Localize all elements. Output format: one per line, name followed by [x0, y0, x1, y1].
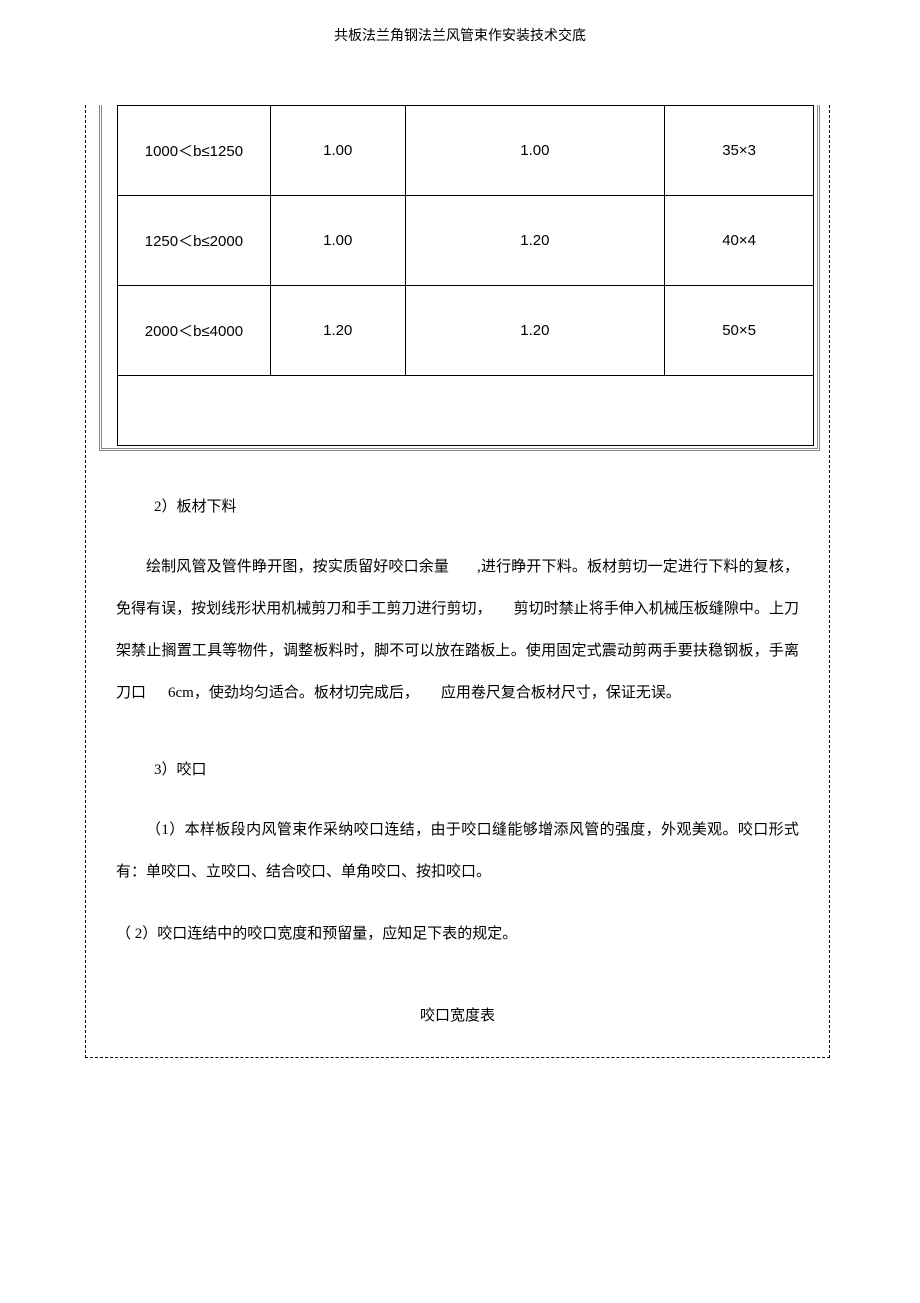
- section-heading: 3）咬口: [106, 749, 809, 791]
- list-item: （ 2）咬口连结中的咬口宽度和预留量，应知足下表的规定。: [106, 913, 809, 955]
- header-title: 共板法兰角钢法兰风管束作安装技术交底: [334, 29, 586, 44]
- table-cell: 1.00: [270, 196, 405, 286]
- table-outer-border: 1000＜b≤1250 1.00 1.00 35×3 1250＜b≤2000 1…: [99, 105, 820, 451]
- table-row: 1250＜b≤2000 1.00 1.20 40×4: [118, 196, 814, 286]
- list-item-text: （ 2）咬口连结中的咬口宽度和预留量，应知足下表的规定。: [116, 926, 517, 942]
- para-text: 绘制风管及管件睁开图，按实质留好咬口余量: [146, 559, 449, 575]
- spec-table: 1000＜b≤1250 1.00 1.00 35×3 1250＜b≤2000 1…: [117, 105, 814, 446]
- table-title-text: 咬口宽度表: [420, 1008, 495, 1024]
- table-cell-empty: [118, 376, 814, 446]
- table-cell: 2000＜b≤4000: [118, 286, 271, 376]
- table-row: 1000＜b≤1250 1.00 1.00 35×3: [118, 106, 814, 196]
- table-cell: 1250＜b≤2000: [118, 196, 271, 286]
- table-row-empty: [118, 376, 814, 446]
- body-text: 2）板材下料 绘制风管及管件睁开图，按实质留好咬口余量,进行睁开下料。板材剪切一…: [106, 486, 809, 1037]
- page-header: 共板法兰角钢法兰风管束作安装技术交底: [0, 0, 920, 105]
- table-cell: 1.00: [405, 106, 665, 196]
- content-frame: 1000＜b≤1250 1.00 1.00 35×3 1250＜b≤2000 1…: [85, 105, 830, 1058]
- table-cell: 1.00: [270, 106, 405, 196]
- table-cell: 1000＜b≤1250: [118, 106, 271, 196]
- table-row: 2000＜b≤4000 1.20 1.20 50×5: [118, 286, 814, 376]
- list-item: （1）本样板段内风管束作采纳咬口连结，由于咬口缝能够增添风管的强度，外观美观。咬…: [106, 809, 809, 893]
- table-cell: 1.20: [270, 286, 405, 376]
- para-text: 6cm，使劲均匀适合。板材切完成后，: [168, 685, 419, 701]
- table-cell: 1.20: [405, 286, 665, 376]
- table-cell: 35×3: [665, 106, 814, 196]
- table-cell: 40×4: [665, 196, 814, 286]
- section-num-text: 3）咬口: [154, 762, 207, 778]
- paragraph: 绘制风管及管件睁开图，按实质留好咬口余量,进行睁开下料。板材剪切一定进行下料的复…: [106, 546, 809, 714]
- para-text: 应用卷尺复合板材尺寸，保证无误。: [441, 685, 681, 701]
- section-num-text: 2）板材下料: [154, 499, 237, 515]
- table-title: 咬口宽度表: [106, 995, 809, 1037]
- table-cell: 50×5: [665, 286, 814, 376]
- list-item-text: （1）本样板段内风管束作采纳咬口连结，由于咬口缝能够增添风管的强度，外观美观。咬…: [116, 822, 799, 880]
- table-cell: 1.20: [405, 196, 665, 286]
- section-heading: 2）板材下料: [106, 486, 809, 528]
